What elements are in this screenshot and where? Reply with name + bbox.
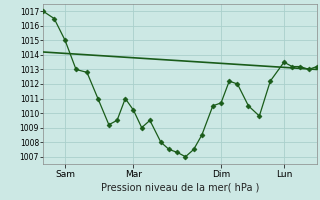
X-axis label: Pression niveau de la mer( hPa ): Pression niveau de la mer( hPa ) (101, 183, 259, 193)
